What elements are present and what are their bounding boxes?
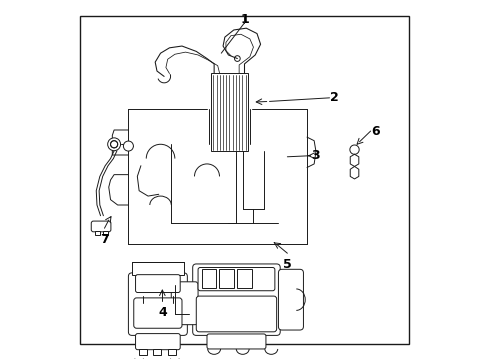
Bar — [153, 348, 161, 355]
FancyBboxPatch shape — [206, 334, 265, 349]
FancyBboxPatch shape — [196, 296, 276, 332]
Text: 1: 1 — [240, 13, 248, 26]
Text: 5: 5 — [283, 258, 291, 271]
Bar — [201, 269, 216, 288]
Circle shape — [110, 141, 118, 148]
FancyBboxPatch shape — [171, 282, 198, 325]
Bar — [167, 348, 175, 355]
Text: 7: 7 — [100, 233, 109, 246]
Circle shape — [107, 138, 121, 151]
Bar — [219, 269, 233, 288]
Circle shape — [123, 141, 133, 151]
Text: 4: 4 — [158, 306, 166, 319]
Bar — [102, 231, 108, 235]
Bar — [237, 269, 251, 288]
Text: 6: 6 — [370, 125, 379, 138]
Bar — [95, 231, 100, 235]
FancyBboxPatch shape — [198, 267, 274, 291]
Bar — [139, 348, 147, 355]
Text: 3: 3 — [311, 149, 320, 162]
FancyBboxPatch shape — [135, 334, 180, 350]
FancyBboxPatch shape — [278, 269, 303, 330]
FancyBboxPatch shape — [134, 298, 182, 328]
FancyBboxPatch shape — [91, 221, 111, 232]
FancyBboxPatch shape — [192, 264, 280, 336]
FancyBboxPatch shape — [135, 275, 180, 293]
Bar — [210, 73, 247, 152]
Text: 2: 2 — [329, 91, 338, 104]
FancyBboxPatch shape — [128, 273, 187, 336]
Bar — [132, 262, 183, 275]
